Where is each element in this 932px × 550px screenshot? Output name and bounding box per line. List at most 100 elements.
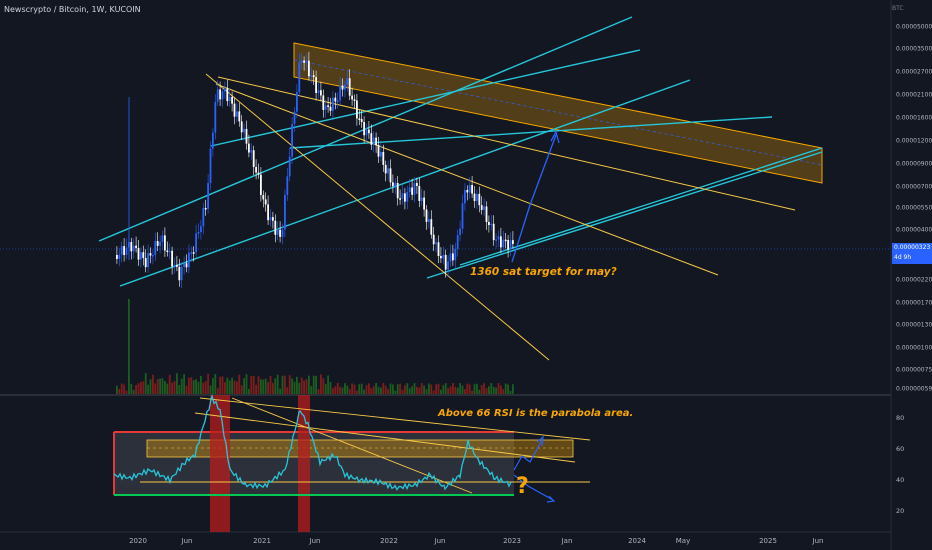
price-tick-label: 0.00000900: [896, 160, 932, 168]
candle-body: [200, 226, 202, 232]
candle-body: [502, 239, 505, 248]
candle-body: [447, 261, 449, 270]
volume-bar: [128, 299, 130, 394]
candle-body: [171, 250, 173, 267]
price-tick-label: 0.00001600: [896, 114, 932, 122]
volume-bar: [320, 374, 322, 394]
price-tick-label: 0.00000400: [896, 226, 932, 234]
candle-body: [269, 217, 272, 221]
volume-bar: [495, 387, 497, 394]
volume-bar: [137, 383, 140, 394]
rsi-tick-label: 60: [896, 445, 905, 453]
price-tick-label: 0.00000550: [896, 204, 932, 212]
candle-body: [435, 242, 437, 245]
candle-body: [507, 239, 509, 250]
candle-body: [332, 97, 334, 111]
candle-body: [322, 95, 325, 110]
volume-bar: [240, 385, 243, 394]
volume-bar: [276, 374, 279, 394]
volume-bar: [377, 386, 380, 394]
volume-bar: [372, 386, 375, 394]
candle-body: [492, 223, 495, 241]
candle-body: [416, 183, 418, 186]
candle-body: [356, 100, 358, 119]
volume-bar: [149, 379, 152, 394]
volume-bar: [197, 381, 200, 394]
volume-bar: [130, 383, 133, 394]
candle-body: [363, 121, 365, 136]
volume-bar: [392, 384, 394, 394]
candle-body: [454, 248, 457, 261]
volume-bar: [437, 383, 440, 394]
volume-bar: [447, 388, 449, 394]
candle-body: [149, 253, 152, 256]
candle-body: [368, 129, 370, 134]
volume-bars: [116, 299, 514, 394]
volume-bar: [152, 374, 154, 394]
time-tick-label: 2021: [253, 537, 271, 545]
candle-body: [504, 239, 507, 242]
candle-body: [310, 75, 313, 77]
volume-bar: [435, 384, 437, 394]
candle-body: [358, 118, 361, 120]
candle-body: [123, 246, 125, 256]
time-tick-label: 2020: [129, 537, 147, 545]
volume-bar: [507, 384, 509, 394]
candle-body: [444, 254, 447, 270]
candle-body: [387, 168, 389, 174]
price-tick-label: 0.00005000: [896, 23, 932, 31]
candle-body: [315, 77, 317, 94]
time-tick-label: Jan: [561, 537, 573, 545]
candle-body: [120, 246, 123, 255]
volume-bar: [449, 386, 452, 394]
volume-bar: [452, 383, 454, 394]
volume-bar: [476, 383, 478, 394]
volume-bar: [416, 386, 418, 394]
volume-bar: [389, 383, 392, 394]
price-tick-label: 0.00002700: [896, 68, 932, 76]
candle-body: [272, 217, 274, 221]
candle-body: [336, 100, 339, 103]
volume-bar: [418, 387, 421, 394]
candle-body: [262, 194, 265, 200]
candle-body: [392, 182, 394, 187]
volume-bar: [440, 389, 442, 394]
time-tick-label: Jun: [309, 537, 321, 545]
candle-body: [461, 203, 464, 229]
candle-body: [430, 219, 433, 235]
volume-bar: [226, 377, 229, 394]
volume-bar: [356, 390, 358, 394]
candle-body: [346, 78, 349, 85]
candle-body: [118, 254, 121, 259]
volume-bar: [305, 378, 308, 394]
candle-body: [406, 191, 409, 202]
candle-body: [188, 252, 190, 268]
candle-body: [224, 88, 226, 92]
symbol-title[interactable]: Newscrypto / Bitcoin, 1W, KUCOIN: [4, 5, 141, 14]
volume-bar: [286, 387, 289, 394]
candle-body: [125, 247, 128, 256]
volume-bar: [370, 388, 373, 394]
volume-bar: [293, 381, 296, 394]
candle-body: [512, 240, 514, 244]
volume-bar: [468, 384, 471, 394]
candle-body: [204, 208, 207, 210]
volume-bar: [243, 378, 245, 394]
volume-bar: [461, 385, 464, 394]
candle-body: [164, 235, 166, 251]
price-tick-label: 0.00000170: [896, 299, 932, 307]
candle-body: [243, 128, 245, 133]
candle-body: [296, 92, 298, 112]
volume-bar: [185, 385, 188, 394]
candle-body: [401, 193, 404, 199]
time-tick-label: Jun: [181, 537, 193, 545]
candle-body: [497, 236, 500, 240]
volume-bar: [464, 389, 466, 394]
candle-body: [221, 91, 224, 100]
candle-body: [471, 185, 473, 194]
volume-bar: [221, 376, 224, 394]
volume-bar: [188, 377, 190, 394]
rsi-line: [113, 393, 512, 491]
candle-body: [214, 101, 217, 133]
